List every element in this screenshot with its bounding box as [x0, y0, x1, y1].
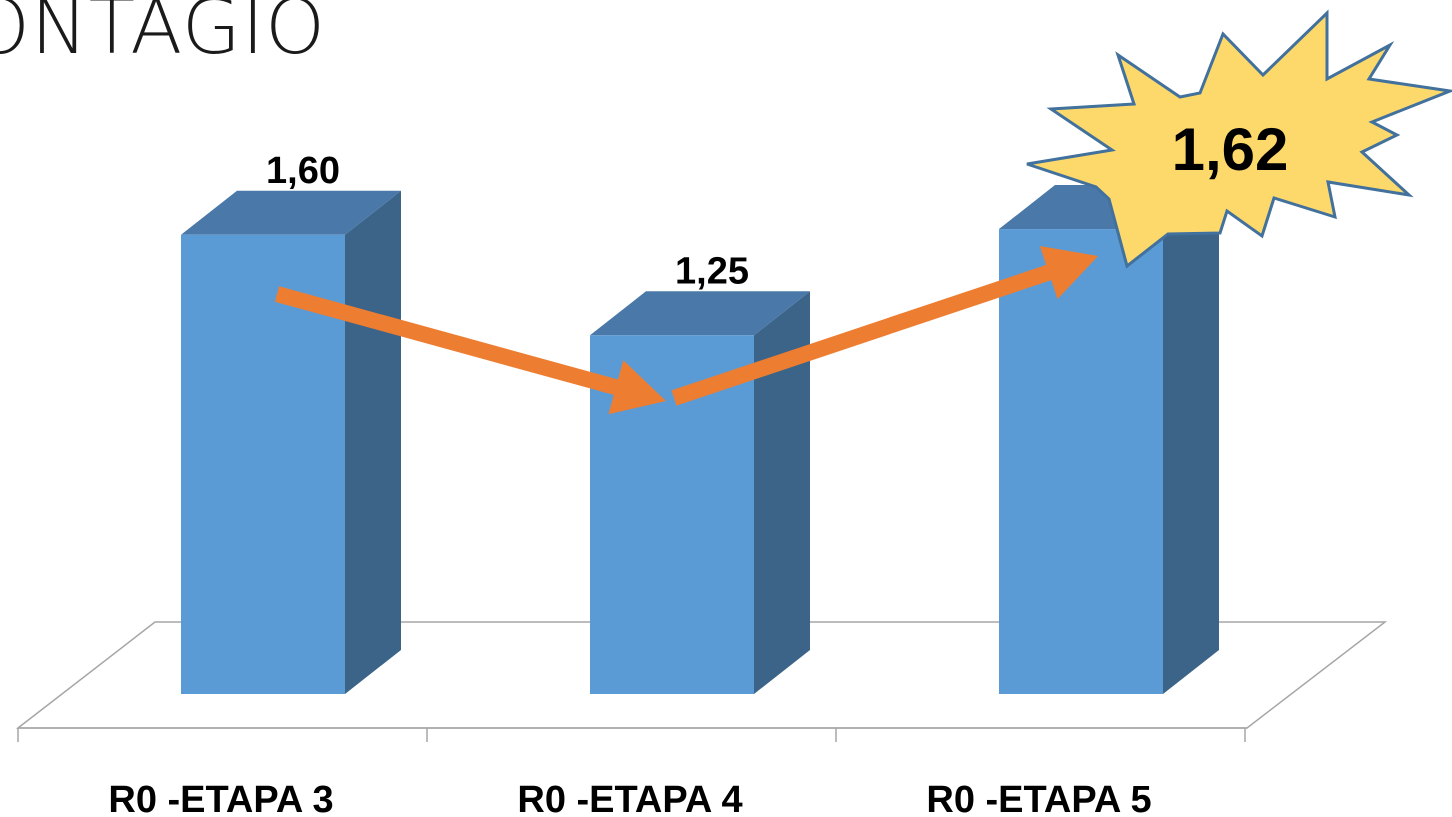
trend-arrow-down: [274, 286, 666, 415]
trend-arrow-shape: [274, 286, 666, 415]
highlight-value-label: 1,62: [1172, 116, 1289, 183]
bar-side-face: [345, 190, 401, 695]
bar-top-face: [590, 291, 810, 336]
bar-1: [181, 190, 401, 695]
starburst-shape: [1026, 9, 1452, 269]
bar-front-face: [999, 229, 1163, 694]
bar-2: [590, 291, 810, 694]
highlight-starburst: 1,62: [1026, 9, 1452, 269]
x-tick-label: R0 -ETAPA 5: [926, 779, 1151, 817]
slide-title: ONTAGIO: [0, 0, 326, 71]
x-tick-label: R0 -ETAPA 4: [517, 779, 742, 817]
data-label: 1,25: [675, 250, 749, 292]
bar-side-face: [1163, 185, 1219, 694]
bar-3: [999, 185, 1219, 694]
bar-side-face: [754, 291, 810, 694]
trend-arrow-shape: [671, 245, 1098, 406]
x-tick-label: R0 -ETAPA 3: [108, 779, 333, 817]
bar-top-face: [181, 190, 401, 235]
trend-arrow-up: [671, 245, 1098, 406]
data-label: 1,60: [266, 150, 340, 192]
